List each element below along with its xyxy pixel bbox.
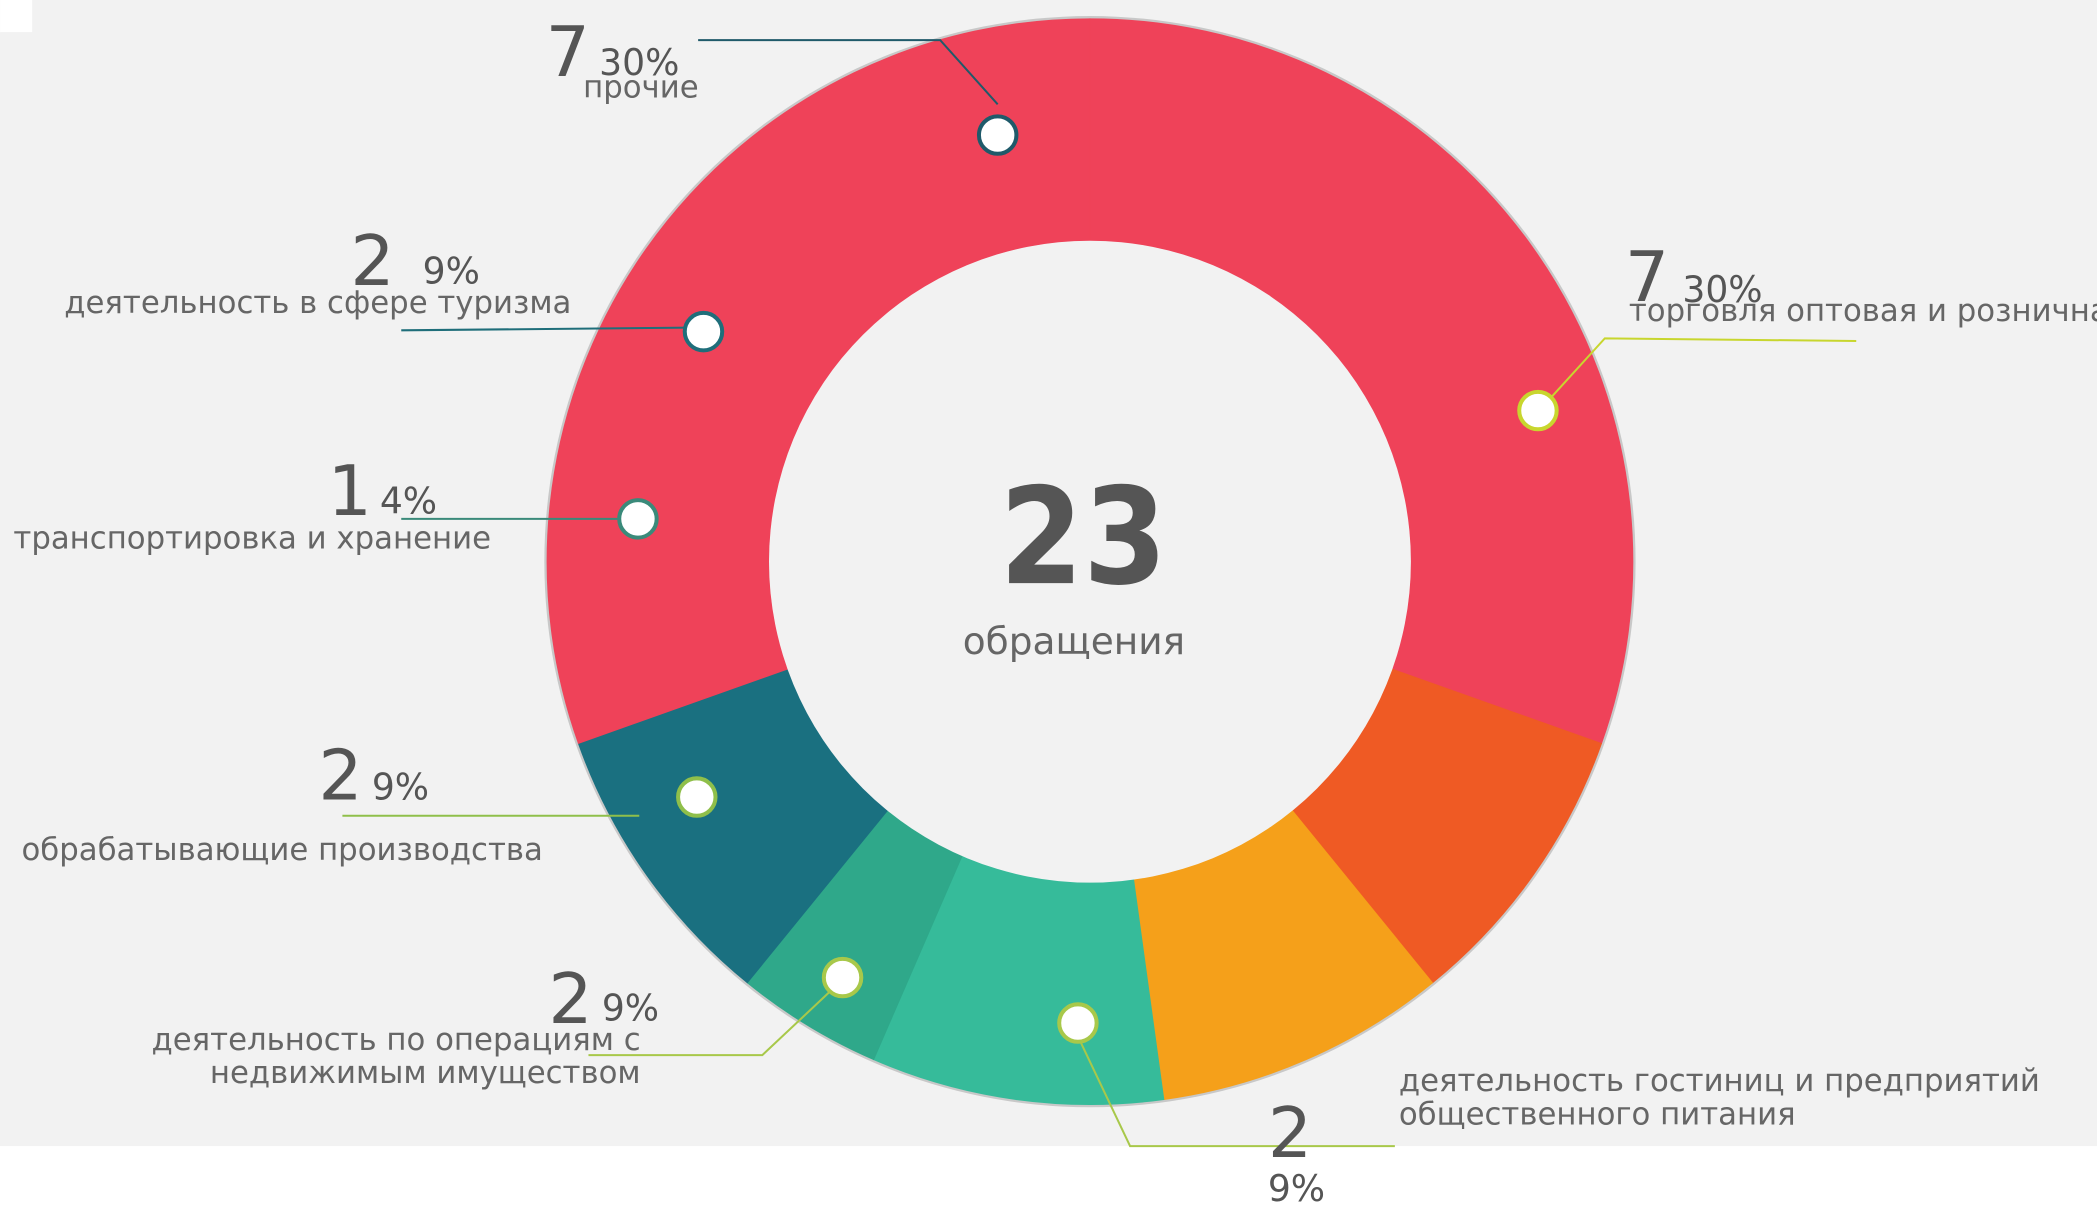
segment-dot — [1057, 1002, 1099, 1044]
segment-value: 2 — [318, 736, 362, 817]
segment-dot — [821, 956, 864, 999]
total: 23 — [1000, 459, 1167, 615]
segment-percent: 9% — [372, 766, 429, 809]
segment-dot — [682, 310, 725, 353]
labels: 7 30%торговля оптовая и розничная29%деяте… — [13, 12, 2097, 1210]
segment-name: деятельность гостиниц и предприятий — [1399, 1063, 2040, 1099]
segment-value: 2 — [350, 221, 394, 302]
segment-value: 2 — [548, 959, 592, 1040]
segment-value: 7 — [1625, 237, 1669, 318]
segment-name: недвижимым имуществом — [210, 1055, 641, 1091]
leader-line — [698, 39, 999, 105]
segment-dot — [676, 776, 718, 818]
segment-percent: 9% — [602, 986, 659, 1029]
segment-name: обрабатывающие производства — [21, 832, 542, 868]
segment-name: деятельность в сфере туризма — [64, 285, 571, 321]
total-label: обращения — [963, 619, 1185, 663]
segment-name: прочие — [583, 70, 699, 106]
segment-value: 1 — [328, 451, 372, 532]
segment-percent: 30% — [1682, 268, 1762, 311]
leader-line — [1077, 1035, 1395, 1148]
segment-name: деятельность по операциям с — [152, 1022, 641, 1058]
segment-dot — [617, 498, 659, 540]
hole — [769, 240, 1411, 883]
segment-value: 2 — [1268, 1093, 1312, 1174]
leader-line — [588, 991, 830, 1057]
segment-name: общественного питания — [1399, 1097, 1796, 1133]
segment-percent: 30% — [599, 41, 679, 84]
corner — [0, 0, 33, 33]
leader-line — [401, 326, 689, 332]
segment-percent: 9% — [1268, 1167, 1325, 1210]
segment-percent: 9% — [423, 250, 480, 293]
segment-name: транспортировка и хранение — [13, 520, 491, 556]
segment-percent: 4% — [380, 480, 437, 523]
donut — [544, 16, 1636, 1108]
leader-line — [1550, 337, 1857, 398]
segment-dot — [1517, 389, 1559, 432]
segment-value: 7 — [546, 12, 590, 93]
segment-dot — [976, 114, 1019, 156]
segment-name: торговля оптовая и розничная — [1629, 293, 2097, 329]
segment — [546, 18, 1091, 745]
